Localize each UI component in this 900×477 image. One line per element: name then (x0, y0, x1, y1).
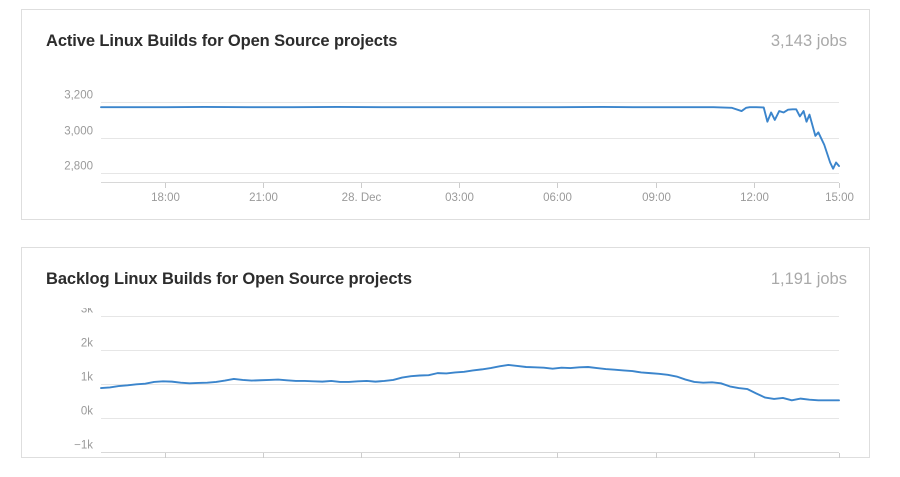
y-axis-tick-label: 3,200 (64, 90, 93, 102)
y-axis-tick-label: 0k (81, 406, 93, 418)
y-axis-tick-label: −1k (74, 440, 93, 452)
x-axis-tick-label: 28. Dec (342, 192, 382, 204)
x-axis-tick-label: 18:00 (151, 192, 180, 204)
chart-svg: 2,800 3,000 3,200 18:00 21:00 28. Dec 03:00 06:… (64, 90, 854, 205)
x-axis-tick-label: 03:00 (445, 192, 474, 204)
chart-active-linux-builds: 2,800 3,000 3,200 18:00 21:00 28. Dec 03:00 06:… (22, 70, 871, 220)
x-axis-tick-label: 15:00 (825, 192, 854, 204)
card-job-count: 3,143 jobs (770, 31, 847, 50)
y-axis-tick-label: 2k (81, 338, 93, 350)
y-axis-tick-label: 1k (81, 372, 93, 384)
y-axis-tick-label: 2,800 (64, 161, 93, 173)
series-line-active-jobs (100, 106, 840, 170)
card-title: Active Linux Builds for Open Source proj… (46, 31, 398, 50)
card-header: Active Linux Builds for Open Source proj… (22, 10, 869, 72)
series-line-backlog-jobs (100, 364, 840, 402)
card-job-count: 1,191 jobs (770, 269, 847, 288)
card-title: Backlog Linux Builds for Open Source pro… (46, 269, 412, 288)
x-axis-tick-label: 06:00 (543, 192, 572, 204)
card-backlog-linux-builds: Backlog Linux Builds for Open Source pro… (21, 247, 870, 458)
x-axis-tick-label: 09:00 (642, 192, 671, 204)
card-header: Backlog Linux Builds for Open Source pro… (22, 248, 869, 310)
y-axis-tick-label: 3,000 (64, 126, 93, 138)
x-axis-tick-label: 21:00 (249, 192, 278, 204)
x-axis-tick-label: 12:00 (740, 192, 769, 204)
card-active-linux-builds: Active Linux Builds for Open Source proj… (21, 9, 870, 220)
y-axis-tick-label: 3k (81, 308, 93, 316)
